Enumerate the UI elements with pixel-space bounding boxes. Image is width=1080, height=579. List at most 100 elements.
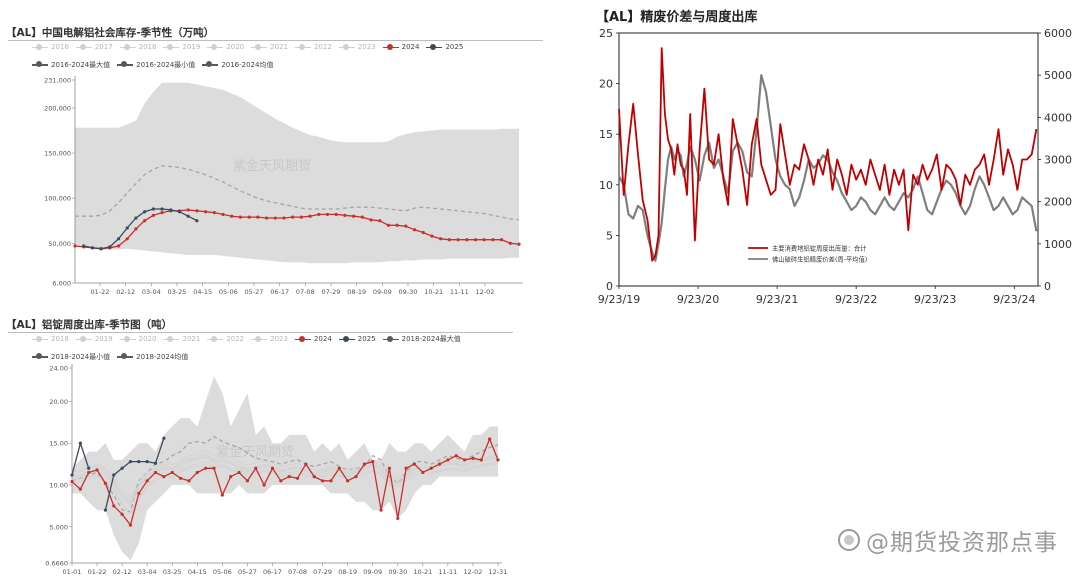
data-point <box>488 437 492 441</box>
y-left-tick-label: 0 <box>606 280 613 293</box>
legend-item[interactable]: 2021 <box>251 40 288 55</box>
data-point <box>465 238 469 242</box>
data-point <box>82 244 86 248</box>
legend-swatch <box>251 335 268 344</box>
legend-swatch <box>382 43 399 52</box>
legend-label: 2022 <box>226 335 245 343</box>
y-tick-label: 6,000 <box>52 280 71 288</box>
legend-swatch <box>32 43 48 52</box>
data-point <box>262 483 266 487</box>
data-point <box>160 211 164 215</box>
data-point <box>230 214 234 218</box>
legend-item[interactable]: 2023 <box>338 40 376 55</box>
legend-item[interactable]: 2017 <box>75 40 113 55</box>
data-point <box>299 215 303 219</box>
data-point <box>462 458 467 462</box>
legend-swatch <box>338 335 355 344</box>
data-point <box>112 473 116 477</box>
legend-label: 2018-2024最小值 <box>51 352 111 361</box>
data-point <box>439 237 443 241</box>
legend-item[interactable]: 2018-2024均值 <box>117 350 188 365</box>
x-tick-label: 06-17 <box>270 288 289 296</box>
watermark-logo-icon <box>838 529 860 551</box>
data-point <box>412 228 417 232</box>
data-point <box>108 245 112 249</box>
legend-label: 2025 <box>445 43 464 51</box>
data-point <box>125 237 129 241</box>
legend-item[interactable]: 2023 <box>251 332 288 347</box>
chart-title: 【AL】中国电解铝社会库存-季节性（万吨） <box>6 27 215 39</box>
legend-item[interactable]: 2019 <box>75 332 113 347</box>
data-point <box>282 216 286 220</box>
x-tick-label: 10-21 <box>413 568 432 576</box>
data-point <box>351 214 356 218</box>
legend-item[interactable]: 2018 <box>32 332 69 347</box>
data-point <box>90 246 95 250</box>
data-point <box>325 212 330 217</box>
x-tick-label: 10-21 <box>424 288 443 296</box>
legend-item[interactable]: 2020 <box>119 332 156 347</box>
data-point <box>78 487 82 491</box>
data-point <box>396 516 400 521</box>
series-2016-2024均值 <box>75 165 520 221</box>
chart-outflow-panel: 【AL】铝锭周度出库-季节图（吨） 2018 2019 2020 2021 2022 20… <box>0 300 525 579</box>
chart-inventory-panel: 【AL】中国电解铝社会库存-季节性（万吨） 2016 2017 2018 2019 20… <box>0 0 545 300</box>
data-point <box>387 466 392 470</box>
legend-swatch <box>119 335 136 344</box>
legend-item[interactable]: 2016 <box>32 40 69 55</box>
chart-legend: 2016 2017 2018 2019 2020 2021 2022 2023 2024 2025… <box>32 40 537 75</box>
data-point <box>151 207 155 211</box>
x-tick-label: 07-08 <box>288 568 307 576</box>
title-divider <box>8 332 513 333</box>
data-point <box>103 508 108 512</box>
data-point <box>479 458 483 462</box>
data-point <box>386 223 391 227</box>
legend-item[interactable]: 2025 <box>338 332 376 347</box>
data-point <box>369 218 373 222</box>
x-tick-label: 05-27 <box>238 568 257 576</box>
data-point <box>404 224 408 228</box>
data-point <box>291 215 295 219</box>
legend-item[interactable]: 2022 <box>294 40 332 55</box>
data-point <box>421 230 425 235</box>
data-point <box>237 470 241 475</box>
legend-label: 2018 <box>51 335 69 343</box>
data-point <box>421 470 425 475</box>
data-point <box>279 479 283 483</box>
legend-item[interactable]: 2025 <box>426 40 463 55</box>
x-tick-label: 9/23/21 <box>756 293 798 306</box>
legend-item[interactable]: 2018 <box>119 40 156 55</box>
legend-item[interactable]: 2016-2024最大值 <box>32 58 110 73</box>
data-point <box>212 466 216 470</box>
data-point <box>103 481 108 485</box>
data-point <box>95 468 99 472</box>
legend-label: 2020 <box>226 43 245 51</box>
legend-swatch <box>119 43 136 52</box>
legend-item[interactable]: 2018-2024最大值 <box>382 332 461 347</box>
legend-item[interactable]: 2024 <box>382 40 419 55</box>
data-point <box>395 223 399 227</box>
legend-item[interactable]: 2016-2024最小值 <box>117 58 195 73</box>
legend-item[interactable]: 2018-2024最小值 <box>32 350 110 365</box>
x-tick-label: 02-12 <box>116 288 135 296</box>
series-2024 <box>74 209 520 250</box>
y-tick-label: 50,000 <box>48 240 71 248</box>
legend-label: 2016-2024均值 <box>221 60 274 69</box>
series-2021 <box>71 449 499 499</box>
data-point <box>169 208 173 212</box>
data-point <box>160 207 164 211</box>
legend-item[interactable]: 2024 <box>294 332 332 347</box>
chart-legend: 2018 2019 2020 2021 2022 2023 2024 2025 2018-202… <box>32 332 517 367</box>
legend-swatch <box>117 353 134 361</box>
legend-item[interactable]: 2020 <box>207 40 244 55</box>
legend-item[interactable]: 2021 <box>163 332 200 347</box>
x-tick-label: 11-11 <box>438 568 457 576</box>
series-2018-2024均值 <box>71 435 499 513</box>
series-line-spread <box>618 74 1038 262</box>
data-point <box>473 238 478 242</box>
data-point <box>162 475 166 479</box>
legend-item[interactable]: 2019 <box>163 40 200 55</box>
x-tick-label: 08-19 <box>338 568 357 576</box>
legend-item[interactable]: 2016-2024均值 <box>202 58 273 73</box>
legend-item[interactable]: 2022 <box>207 332 244 347</box>
